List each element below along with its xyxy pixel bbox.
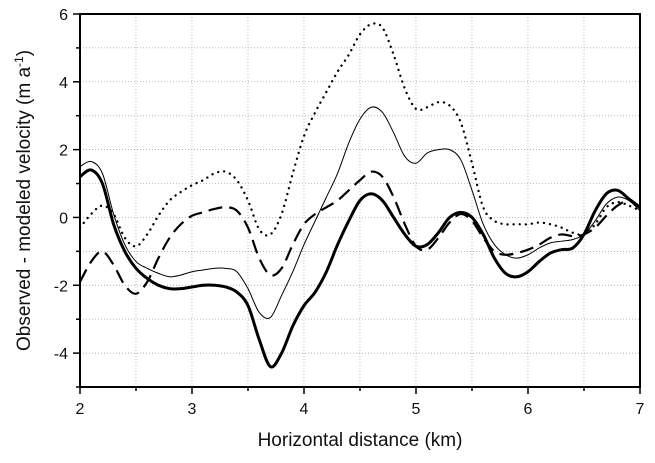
- x-tick-label: 4: [300, 401, 309, 418]
- x-tick-label: 5: [412, 401, 421, 418]
- series-line-thick: [80, 168, 640, 369]
- y-tick-label: -2: [54, 278, 68, 295]
- y-tick-label: 6: [59, 7, 68, 24]
- y-tick-label: 0: [59, 210, 68, 227]
- y-axis-title-superscript: -1: [12, 56, 26, 67]
- x-tick-label: 3: [188, 401, 197, 418]
- x-tick-label: 7: [636, 401, 645, 418]
- x-tick-label: 6: [524, 401, 533, 418]
- y-tick-label: 2: [59, 143, 68, 160]
- series-group: [80, 22, 640, 369]
- y-tick-label: -4: [54, 346, 68, 363]
- series-line-thin: [80, 106, 640, 320]
- y-axis-title-end: ): [14, 50, 35, 56]
- y-axis-title-main: Observed - modeled velocity (m a: [14, 67, 35, 351]
- x-tick-label: 2: [76, 401, 85, 418]
- x-axis-title: Horizontal distance (km): [258, 430, 463, 451]
- y-axis-title: Observed - modeled velocity (m a-1): [12, 50, 35, 351]
- tick-labels: 2 3 4 5 6 7 -4 -2 0 2 4 6: [54, 7, 645, 418]
- series-line-dashed: [80, 170, 640, 295]
- y-tick-label: 4: [59, 75, 68, 92]
- ticks: [73, 13, 641, 394]
- series-line-dotted: [80, 22, 640, 248]
